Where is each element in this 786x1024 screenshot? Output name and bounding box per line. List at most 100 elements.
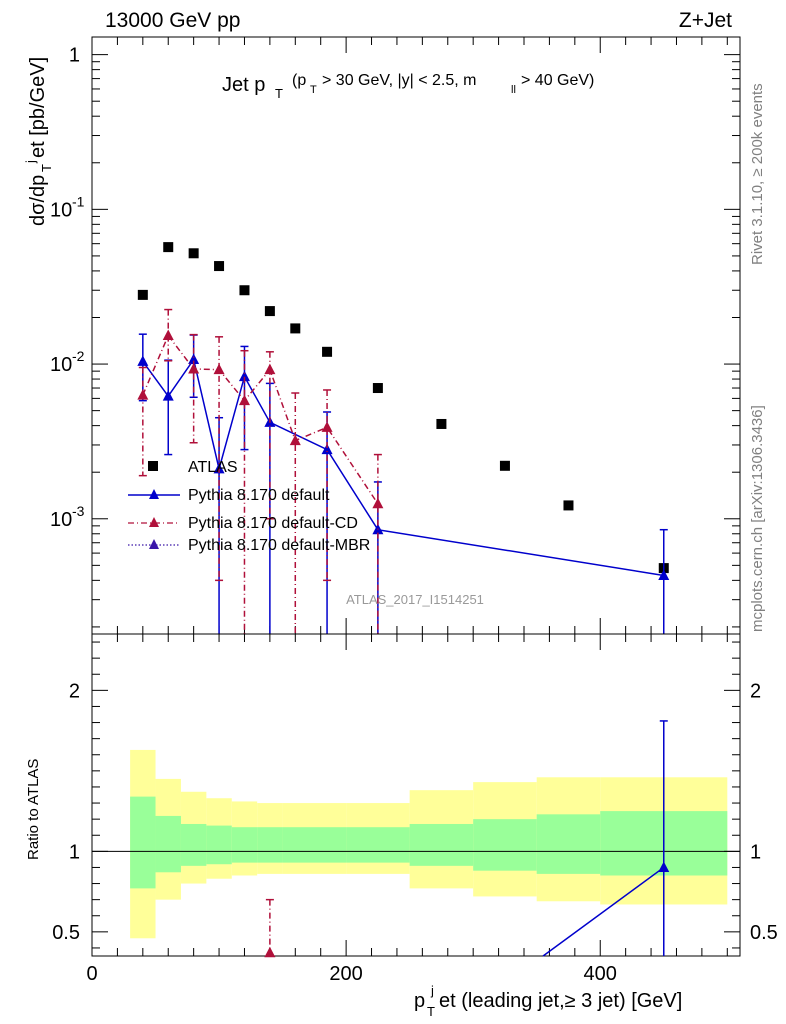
data-point	[321, 421, 333, 432]
ratio-band-inner	[308, 827, 347, 863]
x-tick-label: 0	[86, 963, 97, 985]
data-point	[188, 353, 200, 365]
plot-title-cut-c: > 30 GeV, |y| < 2.5, m	[322, 72, 476, 89]
data-point	[238, 394, 250, 406]
main-y-tick-label-base: 10	[50, 354, 72, 376]
main-y-tick-label-exp: -1	[72, 193, 85, 209]
x-axis-label-sub: T	[427, 1004, 435, 1019]
x-axis-label: p T j et (leading jet,≥ 3 jet) [GeV]	[414, 983, 682, 1019]
data-point	[137, 355, 149, 366]
data-point	[658, 569, 670, 580]
legend-item-default: Pythia 8.170 default	[128, 487, 330, 504]
data-point	[213, 363, 225, 375]
main-y-axis-label-sub: T	[39, 164, 54, 172]
ratio-band-inner	[282, 827, 308, 863]
legend-item-default-mbr: Pythia 8.170 default-MBR	[128, 537, 370, 554]
ratio-x-ticks: 0 200 400	[86, 634, 728, 985]
main-y-tick-label: 10 -1	[50, 193, 85, 221]
ratio-y-tick-label: 0.5	[52, 922, 80, 944]
x-tick-label: 200	[329, 963, 362, 985]
main-series-layer	[137, 242, 670, 634]
ratio-band-inner	[536, 814, 601, 874]
data-point	[162, 390, 174, 401]
main-y-ticks: 10 -310 -210 -11	[50, 45, 740, 628]
ratio-y-tick-label-right: 2	[750, 680, 761, 702]
x-axis-label-part-2: et (leading jet,≥ 3 jet) [GeV]	[439, 990, 682, 1012]
data-point	[372, 497, 384, 509]
series-pythia-8-170-default-cd	[137, 308, 384, 634]
main-y-axis-label-part-2: et [pb/GeV]	[27, 57, 49, 158]
main-y-tick-label-text: 1	[69, 45, 80, 67]
x-axis-label-sup: j	[430, 983, 434, 998]
ratio-series-pythia-8-170-default	[542, 720, 670, 957]
plot-title-cut-a: (p	[292, 72, 306, 89]
main-panel: 10 -310 -210 -11 ATLAS_2017_I1514251 dσ/dp …	[23, 36, 741, 635]
data-point	[289, 434, 301, 446]
legend-item-default-cd: Pythia 8.170 default-CD	[128, 515, 358, 532]
data-point-atlas	[188, 248, 199, 259]
main-y-tick-label: 10 -3	[50, 503, 85, 531]
ratio-y-tick-label-right: 1	[750, 841, 761, 863]
data-point-atlas	[264, 306, 275, 317]
data-point-atlas	[137, 289, 148, 300]
ratio-data-point	[658, 861, 670, 872]
legend-default-mbr-marker	[149, 539, 159, 549]
ratio-y-tick-label: 2	[69, 680, 80, 702]
ratio-line	[542, 866, 665, 957]
legend-atlas-label: ATLAS	[188, 459, 238, 476]
ratio-y-axis-label: Ratio to ATLAS	[25, 759, 42, 860]
plot-title-main: Jet p	[222, 74, 265, 96]
ratio-uncertainty-bands	[92, 749, 740, 939]
x-axis-label-part-1: p	[414, 990, 425, 1012]
x-tick-label: 400	[584, 963, 617, 985]
legend-default-mbr-label: Pythia 8.170 default-MBR	[188, 537, 370, 554]
plot-title-cut-b: T	[310, 84, 317, 96]
legend: ATLAS Pythia 8.170 default Pythia 8.170 …	[128, 459, 370, 554]
legend-atlas-marker	[148, 461, 158, 471]
ratio-band-inner	[231, 827, 258, 863]
data-point-atlas	[322, 346, 333, 357]
legend-item-atlas: ATLAS	[148, 459, 238, 476]
series-line	[142, 334, 379, 505]
data-point-atlas	[239, 285, 250, 296]
data-point	[137, 389, 149, 400]
data-point-atlas	[214, 261, 225, 272]
legend-default-marker	[149, 489, 159, 499]
ratio-band-inner	[180, 823, 207, 866]
ratio-band-inner	[206, 825, 232, 865]
main-y-axis-label-sup: j	[23, 160, 38, 164]
ratio-band-inner	[130, 796, 156, 889]
ratio-band-inner	[473, 819, 537, 871]
process-label: Z+Jet	[679, 9, 732, 32]
mcplots-annotation: mcplots.cern.ch [arXiv:1306.3436]	[749, 405, 766, 632]
main-y-tick-label-exp: -2	[72, 348, 85, 364]
ratio-y-tick-label: 1	[69, 841, 80, 863]
ratio-y-ticks: 0.5 0.5 1 1 2 2	[52, 641, 778, 949]
series-pythia-8-170-default	[137, 333, 670, 634]
data-point-atlas	[499, 460, 510, 471]
ratio-plot-frame	[91, 633, 741, 957]
data-point-atlas	[163, 242, 174, 253]
ratio-band-inner	[155, 815, 181, 873]
data-point-atlas	[563, 500, 574, 511]
main-y-tick-label: 1	[69, 45, 80, 67]
plot-title-cut-d: ll	[511, 84, 516, 96]
plot-title-main-sub: T	[275, 86, 283, 101]
plot-title: Jet p T (p T > 30 GeV, |y| < 2.5, m ll >…	[222, 72, 594, 101]
legend-default-cd-marker	[149, 517, 159, 527]
ratio-data-point	[264, 946, 276, 958]
data-point-atlas	[372, 383, 383, 394]
plot-title-cut-e: > 40 GeV)	[521, 72, 594, 89]
data-point	[238, 370, 250, 382]
ratio-y-tick-label-right: 0.5	[750, 922, 778, 944]
rivet-annotation: Rivet 3.1.10, ≥ 200k events	[749, 83, 766, 265]
data-point-atlas	[290, 323, 301, 334]
main-y-tick-label-exp: -3	[72, 503, 85, 519]
ratio-panel: 0.5 0.5 1 1 2 2 0 200 400 Ratio to ATLAS p T j …	[25, 633, 778, 1019]
main-y-tick-label: 10 -2	[50, 348, 85, 376]
ratio-band-inner	[257, 827, 283, 863]
data-point	[188, 362, 200, 374]
legend-default-label: Pythia 8.170 default	[188, 487, 330, 504]
main-y-tick-label-base: 10	[50, 199, 72, 221]
ratio-series-layer	[264, 720, 670, 958]
